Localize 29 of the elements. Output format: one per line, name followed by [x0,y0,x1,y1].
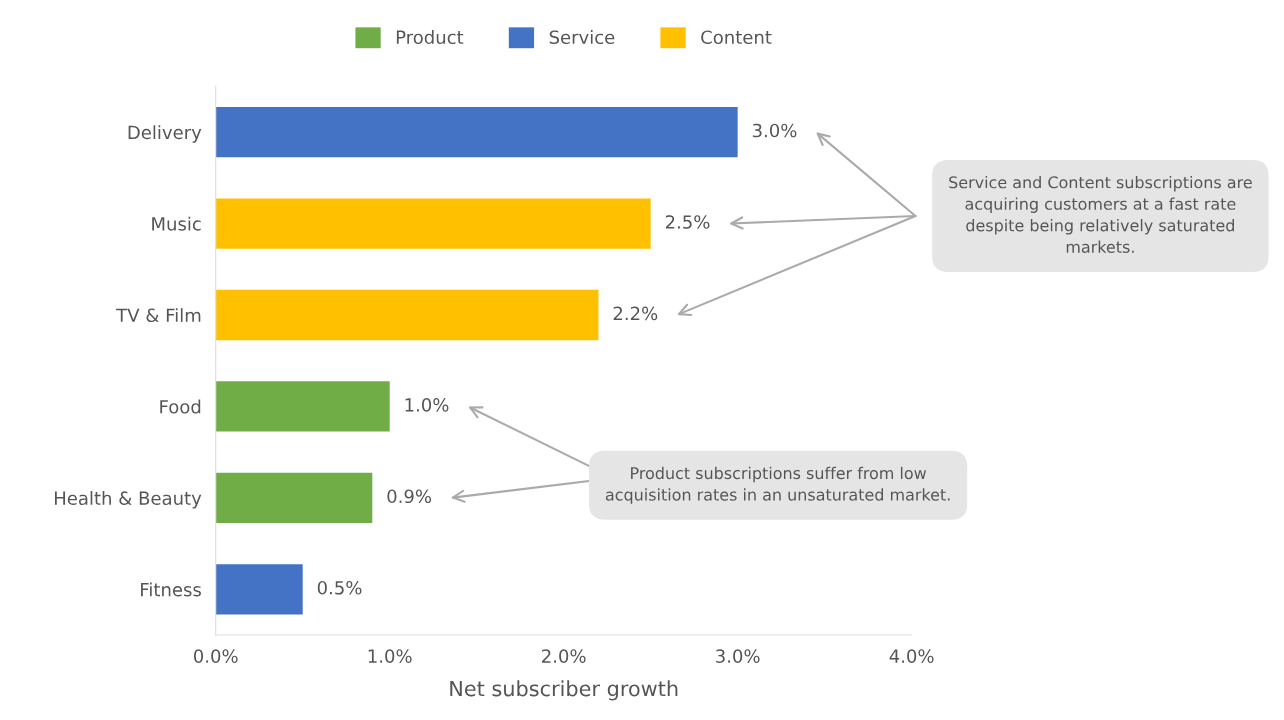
data-label: 0.5% [317,580,362,595]
data-label: 2.2% [613,306,658,321]
x-tick-label: 4.0% [889,649,934,663]
bar [215,381,390,432]
data-label: 2.5% [665,215,710,229]
x-tick-label: 1.0% [368,649,412,663]
text: Service and Content subscriptions are acquiring customers at a fast rate despite being relatively saturated markets. [949,175,1252,253]
x-axis-title: Net subscriber growth [450,680,678,701]
y-tick-label: Fitness [141,582,201,597]
bar [215,106,738,158]
data-label: 0.9% [387,489,432,504]
y-tick-label: Health & Beauty [54,491,202,509]
y-tick-label: Music [152,216,201,231]
legend-label: Content [701,30,772,45]
bar [215,289,599,341]
bar [215,198,651,249]
bar [215,472,373,524]
y-tick-label: Food [160,399,201,414]
y-tick-label: TV & Film [116,308,201,323]
annotation: Product subscriptions suffer from low acquisition rates in an unsaturated market. [605,466,950,504]
legend-label: Product [396,30,464,45]
x-tick-label: 3.0% [716,649,760,663]
x-tick-label: 0.0% [193,649,238,663]
data-label: 1.0% [405,398,449,412]
legend-label: Service [549,30,615,45]
y-tick-label: Delivery [128,125,202,143]
x-tick-label: 2.0% [542,649,586,663]
bar [215,564,303,615]
data-label: 3.0% [752,123,797,138]
